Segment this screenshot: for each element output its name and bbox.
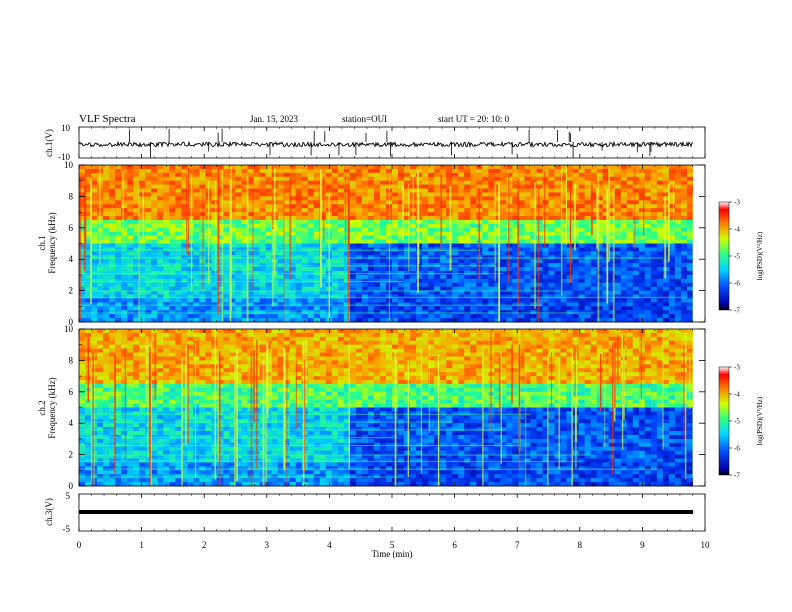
ch2-colorbar-tick-label: -7 bbox=[734, 472, 740, 480]
ch1-colorbar-tick-label: -5 bbox=[734, 253, 740, 261]
ch2-ytick-label: 4 bbox=[69, 418, 74, 428]
xtick-label: 3 bbox=[265, 540, 270, 550]
ch2-ytick-label: 2 bbox=[69, 450, 74, 460]
time-axis-label: Time (min) bbox=[372, 549, 413, 559]
date-label: Jan. 15, 2023 bbox=[250, 114, 298, 124]
xtick-label: 4 bbox=[327, 540, 332, 550]
ch2-colorbar-label: log(PSD)(V²/Hz) bbox=[756, 396, 764, 445]
xtick-label: 1 bbox=[139, 540, 144, 550]
ch1-colorbar-label: log(PSD)(V²/Hz) bbox=[756, 231, 764, 280]
ch1-colorbar-tick-label: -6 bbox=[734, 280, 740, 288]
ch1-ytick-label: 10 bbox=[64, 160, 74, 170]
ch2-ytick-label: 0 bbox=[69, 481, 74, 491]
ch1-spectrogram-image bbox=[79, 165, 705, 323]
ch2-colorbar-tick-label: -5 bbox=[734, 418, 740, 426]
ch1-spectrogram-ylabel: Frequency (kHz) bbox=[47, 212, 57, 273]
xtick-label: 0 bbox=[77, 540, 82, 550]
ch3-ytick-top: 5 bbox=[66, 491, 71, 501]
ch2-spectrogram-ylabel: Frequency (kHz) bbox=[47, 377, 57, 438]
ch1-waveform-trace bbox=[78, 140, 694, 149]
ch2-colorbar-tick-label: -3 bbox=[734, 364, 740, 372]
ch3-ytick-bottom: -5 bbox=[63, 524, 71, 534]
ch2-spectrogram-image bbox=[79, 329, 705, 487]
ch1-waveform-panel: 10 -10 ch.1(V) bbox=[44, 123, 706, 162]
xtick-label: 5 bbox=[390, 540, 395, 550]
ch2-ytick-label: 8 bbox=[69, 355, 74, 365]
xtick-label: 9 bbox=[640, 540, 645, 550]
ch1-waveform-frame bbox=[78, 126, 706, 159]
ch2-colorbar-tick-label: -4 bbox=[734, 391, 740, 399]
station-label: station=OUI bbox=[342, 114, 387, 124]
xtick-label: 2 bbox=[202, 540, 207, 550]
ch1-colorbar-tick-label: -3 bbox=[734, 199, 740, 207]
xtick-label: 8 bbox=[578, 540, 583, 550]
xtick-label: 6 bbox=[452, 540, 457, 550]
ch2-spectrogram-channel-label: ch.2 bbox=[37, 400, 47, 415]
xtick-label: 10 bbox=[701, 540, 711, 550]
ch2-colorbar bbox=[718, 366, 730, 476]
ch3-waveform-ylabel: ch.3(V) bbox=[44, 498, 54, 526]
ch1-ytick-label: 0 bbox=[69, 317, 74, 327]
ch1-ytick-top: 10 bbox=[61, 123, 71, 133]
ch1-colorbar-tick-label: -7 bbox=[734, 307, 740, 315]
ch1-ytick-label: 6 bbox=[69, 223, 74, 233]
ch1-spectrogram-channel-label: ch.1 bbox=[37, 235, 47, 250]
ch3-waveform-trace bbox=[79, 510, 693, 514]
ch1-ytick-label: 2 bbox=[69, 286, 74, 296]
ch1-waveform-ylabel: ch.1(V) bbox=[44, 129, 54, 157]
ch1-ytick-label: 4 bbox=[69, 254, 74, 264]
ch1-colorbar bbox=[718, 201, 730, 311]
ch2-colorbar-tick-label: -6 bbox=[734, 445, 740, 453]
xtick-label: 7 bbox=[515, 540, 520, 550]
figure-title: VLF Spectra bbox=[79, 113, 136, 125]
ch1-ytick-bottom: -10 bbox=[58, 152, 70, 162]
ch1-ytick-label: 8 bbox=[69, 191, 74, 201]
start-time-label: start UT = 20: 10: 0 bbox=[438, 114, 510, 124]
ch1-colorbar-tick-label: -4 bbox=[734, 226, 740, 234]
ch2-ytick-label: 6 bbox=[69, 387, 74, 397]
ch3-waveform-panel: 5 -5 ch.3(V) 0 1 2 3 4 5 6 7 8 9 10 Time (min) bbox=[44, 127, 710, 559]
ch2-ytick-label: 10 bbox=[64, 324, 74, 334]
